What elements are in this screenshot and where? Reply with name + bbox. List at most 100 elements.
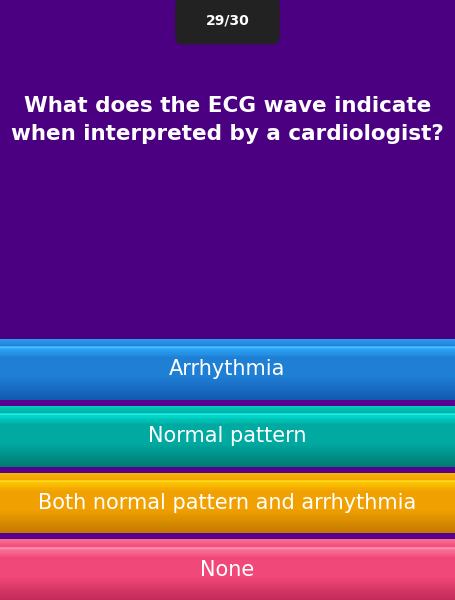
Bar	[0, 547, 455, 548]
Bar	[0, 377, 455, 378]
Bar	[0, 443, 455, 445]
Bar	[0, 433, 455, 434]
Bar	[0, 461, 455, 463]
Bar	[0, 350, 455, 351]
Bar	[0, 520, 455, 521]
Bar	[0, 485, 455, 486]
Bar	[0, 465, 455, 467]
FancyBboxPatch shape	[175, 0, 280, 44]
Bar	[0, 457, 455, 458]
Bar	[0, 380, 455, 382]
Bar	[0, 463, 455, 464]
Bar	[0, 389, 455, 390]
Bar	[0, 521, 455, 523]
Bar	[0, 541, 455, 542]
Bar	[0, 446, 455, 447]
Bar	[0, 581, 455, 582]
Bar	[0, 423, 455, 424]
Bar	[0, 355, 455, 356]
Bar	[0, 497, 455, 498]
Bar	[0, 478, 455, 479]
Bar	[0, 452, 455, 453]
Bar	[0, 437, 455, 439]
Bar	[0, 484, 455, 485]
Bar	[0, 344, 455, 345]
Bar	[0, 572, 455, 573]
Bar	[0, 516, 455, 517]
Bar	[0, 556, 455, 557]
Bar	[0, 561, 455, 562]
Bar	[0, 460, 455, 461]
Bar	[0, 394, 455, 395]
Bar	[0, 352, 455, 353]
Bar	[0, 473, 455, 474]
Bar	[0, 565, 455, 566]
Bar	[0, 562, 455, 563]
Bar	[0, 494, 455, 496]
Bar	[0, 347, 455, 349]
Bar	[0, 555, 455, 556]
Bar	[0, 429, 455, 430]
Bar	[0, 373, 455, 374]
Bar	[0, 412, 455, 413]
Bar	[0, 407, 455, 408]
Bar	[0, 490, 455, 491]
Bar	[0, 532, 455, 533]
Text: 29/30: 29/30	[206, 14, 249, 28]
Bar	[0, 499, 455, 500]
Bar	[0, 353, 455, 355]
Bar	[0, 361, 455, 362]
Text: Both normal pattern and arrhythmia: Both normal pattern and arrhythmia	[38, 493, 417, 513]
Bar	[0, 367, 455, 368]
Bar	[0, 588, 455, 589]
Bar	[0, 560, 455, 561]
Bar	[0, 531, 455, 532]
Bar	[0, 476, 455, 478]
Bar	[0, 341, 455, 343]
Bar	[0, 486, 455, 487]
Bar	[0, 451, 455, 452]
Bar	[0, 590, 455, 592]
Bar	[0, 363, 455, 365]
Bar	[0, 498, 455, 499]
Bar	[0, 415, 455, 416]
Bar	[0, 430, 455, 431]
Bar	[0, 424, 455, 425]
Text: What does the ECG wave indicate
when interpreted by a cardiologist?: What does the ECG wave indicate when int…	[11, 96, 444, 144]
Bar	[0, 480, 455, 481]
Bar	[0, 548, 455, 549]
Bar	[0, 563, 455, 565]
Bar	[0, 391, 455, 392]
Bar	[0, 453, 455, 454]
Bar	[0, 533, 455, 539]
Bar	[0, 496, 455, 497]
Bar	[0, 396, 455, 397]
Bar	[0, 359, 455, 361]
Bar	[0, 512, 455, 514]
Bar	[0, 553, 455, 554]
Bar	[0, 434, 455, 435]
Bar	[0, 511, 455, 512]
Bar	[0, 493, 455, 494]
Bar	[0, 542, 455, 543]
Bar	[0, 502, 455, 503]
Bar	[0, 586, 455, 587]
Bar	[0, 518, 455, 520]
Bar	[0, 351, 455, 352]
Bar	[0, 459, 455, 460]
Bar	[0, 357, 455, 358]
Bar	[0, 368, 455, 370]
Bar	[0, 508, 455, 509]
Bar	[0, 435, 455, 436]
Bar	[0, 374, 455, 376]
Bar	[0, 346, 455, 347]
Bar	[0, 559, 455, 560]
Bar	[0, 566, 455, 567]
Bar	[0, 515, 455, 516]
Bar	[0, 526, 455, 527]
Text: None: None	[200, 560, 255, 580]
Bar	[0, 428, 455, 429]
Bar	[0, 505, 455, 506]
Bar	[0, 371, 455, 372]
Bar	[0, 479, 455, 480]
